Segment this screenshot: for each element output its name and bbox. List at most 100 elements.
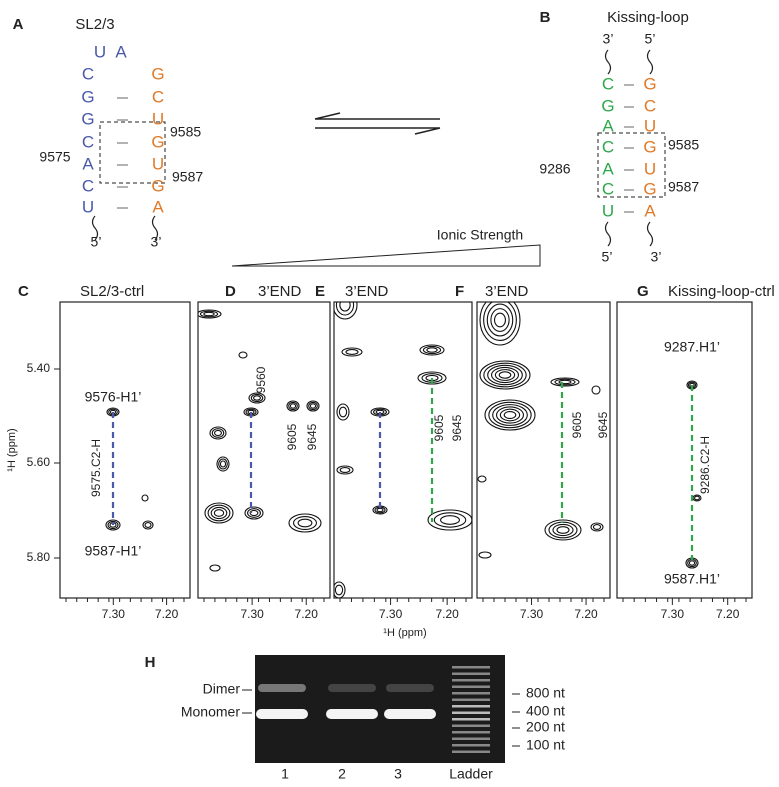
contour: [494, 369, 516, 381]
contour: [552, 523, 574, 537]
contour: [334, 302, 358, 320]
nucleotide: A: [82, 154, 94, 173]
contour: [694, 495, 700, 501]
contour: [554, 378, 576, 386]
contour: [440, 515, 460, 525]
nucleotide: G: [151, 64, 164, 83]
x-tick-label: 7.30: [240, 607, 264, 621]
strand-end: 5’: [602, 249, 613, 265]
contour: [308, 401, 318, 411]
y-axis-label: ¹H (ppm): [6, 428, 18, 471]
nucleotide: U: [152, 154, 164, 173]
peak-annotation: 9645: [596, 411, 610, 438]
nucleotide: C: [82, 132, 94, 151]
contour: [486, 303, 514, 337]
contour: [214, 429, 222, 437]
x-tick-label: 7.30: [379, 607, 403, 621]
peak-annotation: 9286.C2-H: [698, 436, 712, 494]
ladder-band: [452, 685, 490, 688]
contour: [244, 506, 264, 520]
contour: [479, 302, 521, 346]
panel-title: Kissing-loop: [607, 9, 689, 26]
contour: [556, 526, 570, 534]
contour: [144, 522, 152, 528]
contour: [427, 509, 472, 531]
squiggle: [151, 215, 159, 241]
contour: [286, 400, 300, 412]
nucleotide: C: [602, 74, 614, 93]
ladder-band: [452, 698, 490, 701]
nucleotide: G: [643, 137, 656, 156]
residue-label: 9585: [170, 124, 201, 140]
contour: [204, 502, 234, 524]
contour: [490, 308, 510, 332]
residue-label: 9585: [668, 137, 699, 153]
nucleotide: G: [81, 87, 94, 106]
contour: [483, 362, 527, 388]
nucleotide: U: [82, 197, 94, 216]
peak-annotation: 9575.C2-H: [89, 439, 103, 497]
ionic-strength-label: Ionic Strength: [437, 227, 523, 243]
contour-group: [334, 302, 472, 598]
nucleotide: A: [152, 197, 164, 216]
peak-annotation: 9605: [570, 411, 584, 438]
strand-end: 3’: [151, 234, 162, 250]
panel-letter: F: [455, 283, 464, 300]
contour: [492, 404, 528, 426]
contour: [338, 406, 348, 418]
x-tick-label: 7.20: [435, 607, 459, 621]
ladder-band: [452, 744, 490, 747]
contour: [503, 410, 517, 420]
contour: [550, 377, 580, 387]
contour: [209, 426, 227, 440]
contour: [558, 379, 572, 385]
nucleotide: C: [82, 176, 94, 195]
contour: [495, 406, 525, 424]
spectrum-frame: [616, 301, 753, 599]
panel-title: 3’END: [345, 283, 389, 300]
contour: [142, 520, 154, 530]
contour: [250, 393, 264, 403]
strand-end: 5’: [645, 31, 656, 47]
x-tick-label: 7.20: [295, 607, 319, 621]
contour: [483, 302, 517, 341]
contour: [218, 458, 228, 470]
contour: [591, 385, 601, 395]
contour: [219, 460, 227, 468]
nucleotide: G: [643, 74, 656, 93]
contour: [288, 401, 298, 411]
ladder-size-label: 400 nt: [526, 703, 565, 719]
nucleotide: A: [602, 159, 614, 178]
panel-title: 3’END: [258, 283, 302, 300]
contour: [238, 351, 248, 359]
peak-annotation: 9587-H1’: [85, 543, 142, 559]
contour: [490, 366, 520, 384]
nucleotide: U: [644, 159, 656, 178]
contour-group: [477, 302, 604, 559]
nucleotide: G: [151, 176, 164, 195]
squiggle: [91, 215, 99, 241]
contour: [216, 456, 230, 472]
contour: [339, 467, 351, 473]
contour: [336, 465, 354, 475]
y-tick-label: 5.60: [27, 455, 51, 469]
x-tick-label: 7.30: [520, 607, 544, 621]
contour: [484, 399, 536, 431]
contour: [487, 364, 523, 386]
lane-label: 1: [281, 766, 289, 782]
ladder-band: [452, 666, 490, 669]
contour: [213, 509, 225, 517]
panel-title: Kissing-loop-ctrl: [668, 283, 775, 300]
lane-label: 3: [394, 766, 402, 782]
contour: [426, 347, 438, 353]
squiggle: [646, 221, 654, 247]
dimer-band: [386, 684, 434, 692]
dashed-box-a: [99, 121, 166, 184]
peak-annotation: 9287.H1’: [664, 339, 720, 355]
spectrum-frame: [197, 301, 331, 599]
residue-label: 9587: [172, 169, 203, 185]
contour: [203, 311, 215, 317]
ladder-band: [452, 750, 490, 753]
